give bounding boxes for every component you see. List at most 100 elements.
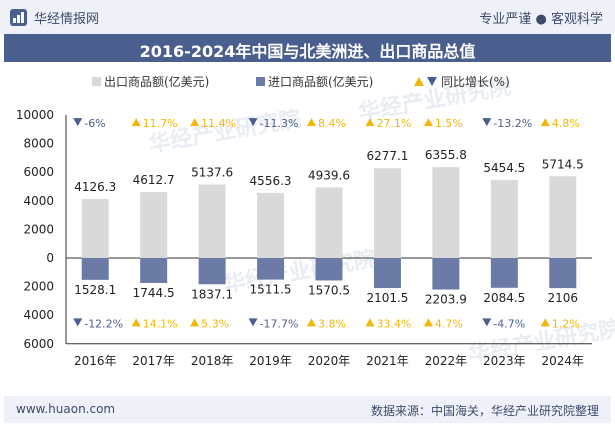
export-bar [140, 192, 168, 258]
export-value-label: 5714.5 [542, 157, 584, 171]
import-growth-up-arrow-icon [423, 318, 433, 327]
y-tick-label: 2000 [23, 280, 54, 294]
export-growth-down-arrow-icon [248, 118, 258, 127]
footer: www.huaon.com 数据来源：中国海关，华经产业研究院整理 [4, 396, 611, 423]
import-growth-label: -17.7% [260, 317, 299, 330]
x-tick-label: 2018年 [191, 354, 234, 368]
import-growth-label: 4.7% [435, 317, 463, 330]
import-growth-down-arrow-icon [248, 318, 258, 327]
import-value-label: 2203.9 [425, 293, 467, 307]
export-value-label: 6355.8 [425, 148, 467, 162]
export-bar [490, 180, 518, 258]
y-tick-label: 4000 [23, 194, 54, 208]
export-growth-label: -13.2% [493, 117, 532, 130]
import-bar [257, 258, 285, 280]
export-growth-label: 1.5% [435, 117, 463, 130]
export-growth-down-arrow-icon [482, 118, 492, 127]
footer-url[interactable]: www.huaon.com [16, 402, 116, 416]
import-bar [198, 258, 226, 285]
y-tick-label: 2000 [23, 222, 54, 236]
data-source: 数据来源：中国海关，华经产业研究院整理 [370, 404, 599, 418]
y-tick-label: 8000 [23, 137, 54, 151]
export-growth-up-arrow-icon [307, 118, 316, 127]
x-tick-label: 2016年 [74, 354, 117, 368]
export-growth-label: 8.4% [318, 117, 346, 130]
import-growth-label: -12.2% [84, 317, 123, 330]
export-value-label: 5137.6 [191, 166, 233, 180]
import-bar [81, 258, 109, 280]
import-bar [432, 258, 460, 290]
import-value-label: 2101.5 [366, 291, 408, 305]
x-tick-label: 2024年 [542, 354, 585, 368]
x-tick-label: 2023年 [483, 354, 526, 368]
title-bar: 2016-2024年中国与北美洲进、出口商品总值 [4, 34, 611, 62]
export-growth-up-arrow-icon [540, 118, 550, 127]
export-growth-label: -11.3% [260, 117, 299, 130]
x-tick-label: 2019年 [249, 354, 292, 368]
legend-swatch-export [92, 77, 101, 86]
export-value-label: 4126.3 [74, 180, 116, 194]
import-growth-down-arrow-icon [482, 318, 492, 327]
logo-icon [10, 9, 27, 26]
import-bar [549, 258, 577, 289]
x-tick-label: 2020年 [308, 354, 351, 368]
y-tick-label: 6000 [23, 337, 54, 351]
export-growth-label: 27.1% [376, 117, 411, 130]
import-value-label: 1837.1 [191, 287, 233, 301]
y-tick-label: 6000 [23, 165, 54, 179]
export-value-label: 4939.6 [308, 168, 350, 182]
import-value-label: 2106 [548, 291, 579, 305]
slogan: 专业严谨 ● 客观科学 [479, 12, 603, 27]
export-bar [257, 192, 285, 258]
export-growth-up-arrow-icon [423, 118, 433, 127]
import-growth-up-arrow-icon [365, 318, 375, 327]
import-growth-label: 3.8% [318, 317, 346, 330]
export-bar [549, 176, 577, 258]
export-bar [315, 187, 343, 258]
x-tick-label: 2021年 [366, 354, 409, 368]
legend-label-export: 出口商品额(亿美元) [104, 74, 209, 89]
import-bar [490, 258, 518, 288]
top-bar: 华经情报网 专业严谨 ● 客观科学 [0, 0, 615, 34]
x-tick-label: 2017年 [132, 354, 175, 368]
legend-down-arrow-icon [427, 77, 437, 86]
export-growth-label: 11.7% [143, 117, 178, 130]
watermark-text: 华经产业研究院 [222, 246, 378, 298]
export-growth-up-arrow-icon [131, 118, 141, 127]
import-growth-label: 1.2% [552, 317, 580, 330]
export-value-label: 4556.3 [250, 174, 292, 188]
export-bar [81, 198, 109, 258]
export-value-label: 5454.5 [483, 161, 525, 175]
chart-title: 2016-2024年中国与北美洲进、出口商品总值 [139, 42, 476, 61]
import-bar [373, 258, 401, 289]
export-value-label: 4612.7 [133, 173, 175, 187]
export-growth-up-arrow-icon [365, 118, 375, 127]
export-bar [432, 167, 460, 258]
import-bar [315, 258, 343, 281]
y-tick-label: 10000 [16, 108, 54, 122]
export-growth-down-arrow-icon [73, 118, 83, 127]
export-growth-label: -6% [84, 117, 105, 130]
export-bar [198, 184, 226, 258]
brand-name: 华经情报网 [34, 12, 100, 27]
import-value-label: 2084.5 [483, 291, 525, 305]
legend-swatch-import [256, 77, 265, 86]
import-value-label: 1744.5 [133, 286, 175, 300]
export-bar [373, 168, 401, 258]
legend-label-growth: 同比增长(%) [441, 75, 510, 89]
import-growth-up-arrow-icon [307, 318, 316, 327]
import-bar [140, 258, 168, 283]
legend-label-import: 进口商品额(亿美元) [268, 74, 373, 89]
import-growth-label: 5.3% [201, 317, 229, 330]
import-value-label: 1570.5 [308, 283, 350, 297]
import-growth-up-arrow-icon [540, 318, 550, 327]
legend-up-arrow-icon [414, 77, 424, 86]
import-growth-down-arrow-icon [73, 318, 83, 327]
y-tick-label: 4000 [23, 308, 54, 322]
import-growth-up-arrow-icon [190, 318, 200, 327]
export-growth-label: 4.8% [552, 117, 580, 130]
export-growth-label: 11.4% [201, 117, 236, 130]
export-value-label: 6277.1 [366, 149, 408, 163]
export-growth-up-arrow-icon [190, 118, 200, 127]
